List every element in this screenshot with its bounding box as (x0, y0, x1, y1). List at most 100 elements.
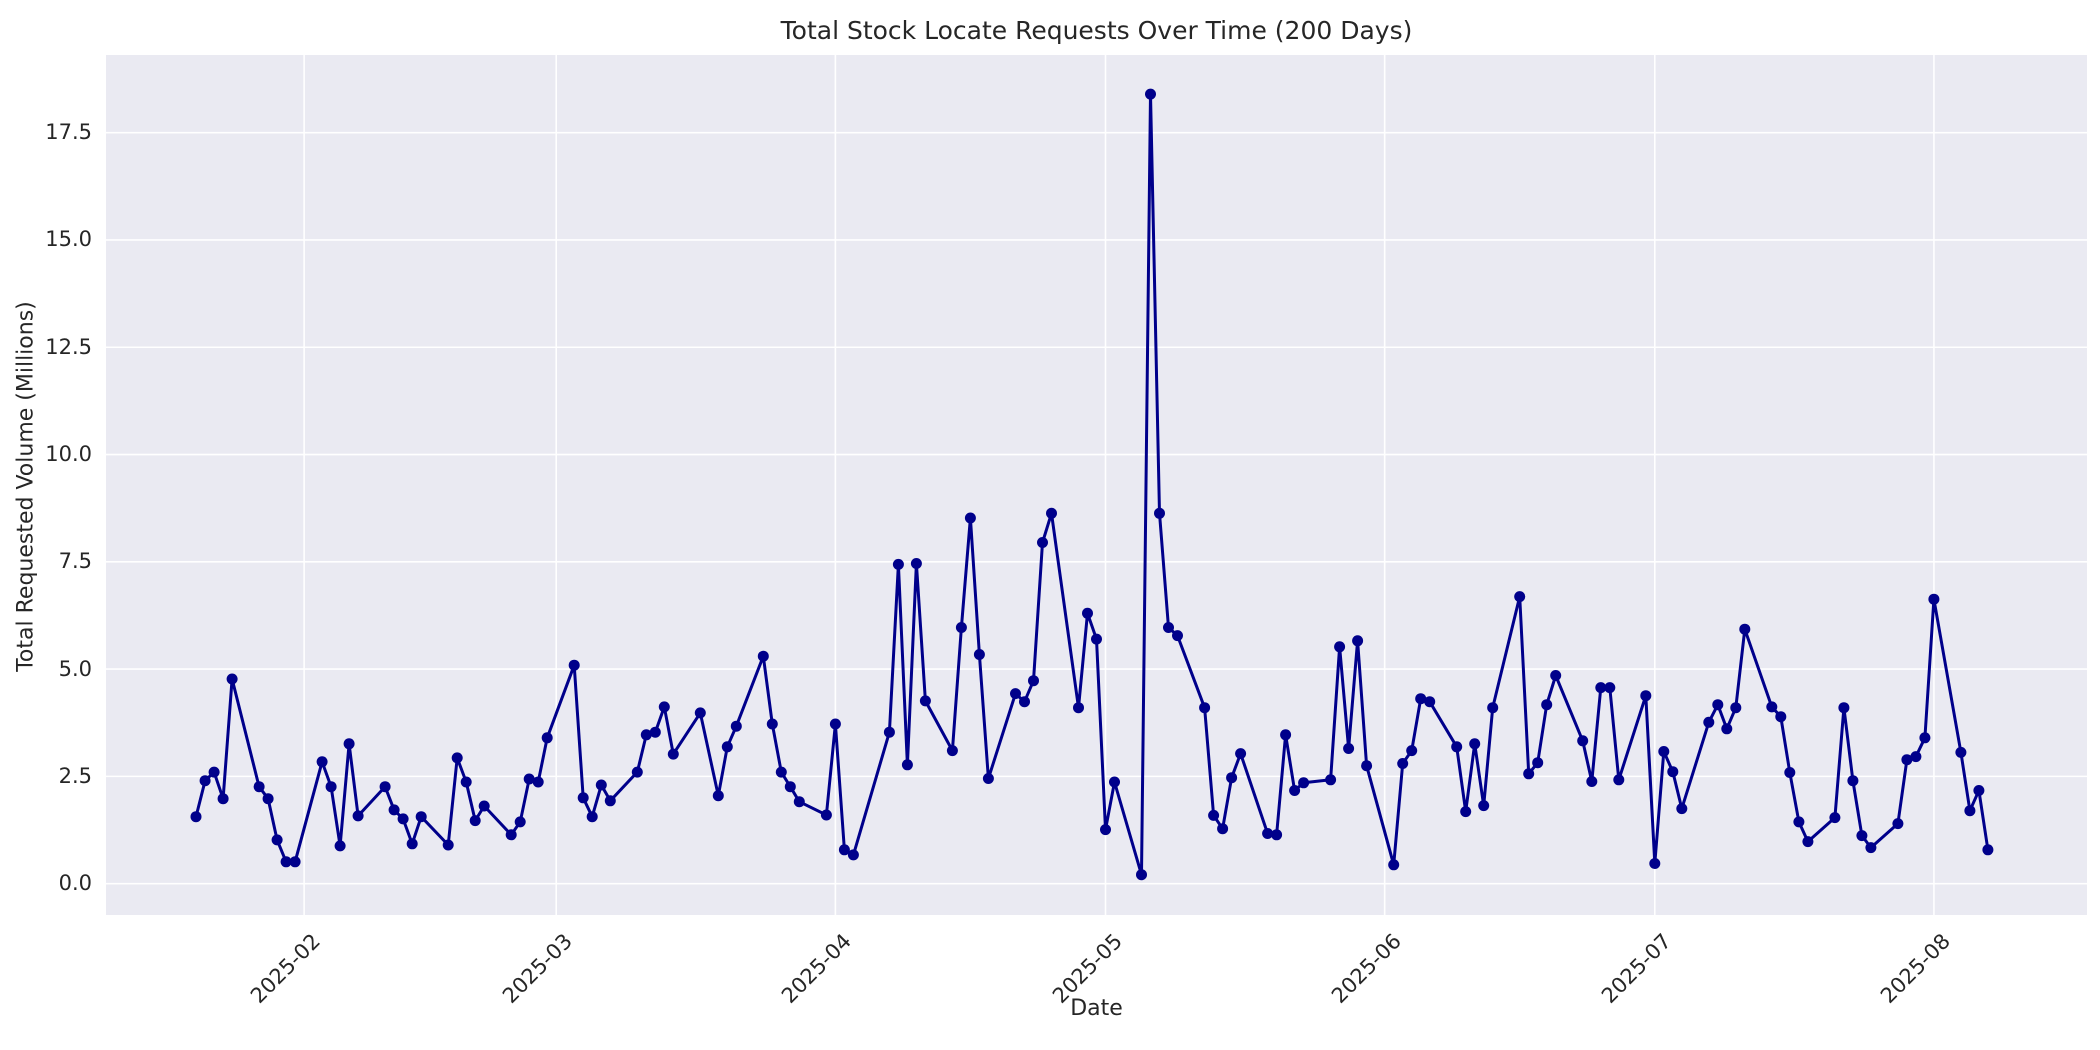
data-point (649, 726, 661, 738)
data-point (1901, 754, 1913, 766)
data-point (847, 849, 859, 861)
data-point (883, 726, 895, 738)
data-point (667, 748, 679, 760)
data-point (1388, 859, 1400, 871)
data-point (1424, 696, 1436, 708)
data-point (262, 793, 274, 805)
data-point (919, 695, 931, 707)
data-point (1586, 776, 1598, 787)
data-point (910, 558, 922, 569)
data-point (1415, 693, 1427, 705)
data-point (442, 839, 454, 851)
data-point (1640, 690, 1652, 702)
data-point (964, 512, 976, 524)
data-point (1514, 591, 1526, 603)
data-point (1829, 812, 1841, 824)
data-point (217, 793, 229, 805)
data-point (388, 804, 400, 816)
data-point (199, 775, 211, 787)
data-point (820, 809, 832, 821)
data-point (1325, 774, 1337, 786)
data-point (541, 732, 553, 744)
data-point (721, 741, 733, 753)
data-point (640, 729, 652, 741)
data-point (1163, 622, 1174, 633)
data-point (973, 649, 985, 660)
data-point (334, 840, 346, 852)
data-point (271, 834, 283, 846)
data-point (406, 838, 418, 850)
data-point (280, 856, 292, 868)
data-point (226, 673, 238, 685)
data-point (1928, 593, 1940, 605)
data-point (1091, 633, 1102, 645)
data-point (1145, 88, 1156, 100)
data-point (505, 829, 517, 841)
data-point (352, 810, 364, 822)
data-point (1604, 682, 1616, 694)
data-point (1172, 630, 1183, 642)
data-point (766, 718, 778, 730)
y-tick-label: 15.0 (45, 227, 92, 252)
data-point (514, 816, 526, 828)
data-point (379, 781, 391, 793)
data-point (1019, 696, 1030, 708)
data-point (532, 776, 544, 788)
data-point (451, 752, 463, 764)
data-point (1460, 806, 1472, 818)
data-point (1955, 746, 1967, 758)
data-point (1775, 711, 1787, 723)
data-point (631, 766, 643, 778)
data-point (1712, 699, 1724, 711)
data-point (1919, 732, 1931, 744)
data-point (1595, 682, 1607, 694)
data-point (784, 781, 796, 793)
data-point (289, 856, 301, 868)
data-point (1010, 688, 1021, 700)
y-tick-label: 12.5 (45, 334, 92, 359)
data-point (325, 781, 337, 793)
chart-title: Total Stock Locate Requests Over Time (2… (780, 16, 1413, 45)
data-point (1199, 702, 1211, 714)
data-point (1154, 507, 1165, 519)
data-point (1784, 767, 1796, 778)
data-point (1361, 760, 1373, 772)
data-point (1451, 741, 1463, 753)
data-point (1478, 800, 1490, 812)
data-point (1082, 607, 1093, 619)
data-point (1739, 623, 1751, 635)
data-point (1136, 869, 1147, 881)
data-point (730, 720, 742, 732)
data-point (1334, 641, 1346, 653)
x-axis-label: Date (1070, 996, 1123, 1021)
data-point (1766, 701, 1778, 713)
data-point (568, 659, 580, 671)
y-tick-label: 17.5 (45, 120, 92, 145)
data-point (523, 773, 535, 785)
data-point (1469, 738, 1481, 750)
data-point (1856, 830, 1868, 842)
plot-background (106, 55, 2087, 915)
data-point (1028, 675, 1039, 687)
data-point (901, 759, 913, 771)
y-tick-label: 5.0 (58, 656, 92, 681)
data-point (1910, 751, 1922, 763)
data-point (1262, 828, 1274, 839)
data-point (1865, 842, 1877, 854)
series-line (194, 92, 1990, 877)
data-point (1550, 670, 1562, 681)
data-point (1343, 743, 1355, 754)
data-point (1352, 635, 1364, 647)
data-point (793, 796, 805, 808)
data-point (1793, 816, 1805, 828)
data-point (1973, 785, 1985, 796)
data-point (253, 781, 265, 793)
data-point (1892, 818, 1904, 830)
data-point (1658, 746, 1670, 757)
data-point (1667, 766, 1679, 778)
data-point (415, 811, 427, 823)
data-point (1406, 745, 1418, 757)
data-point (1289, 785, 1301, 796)
